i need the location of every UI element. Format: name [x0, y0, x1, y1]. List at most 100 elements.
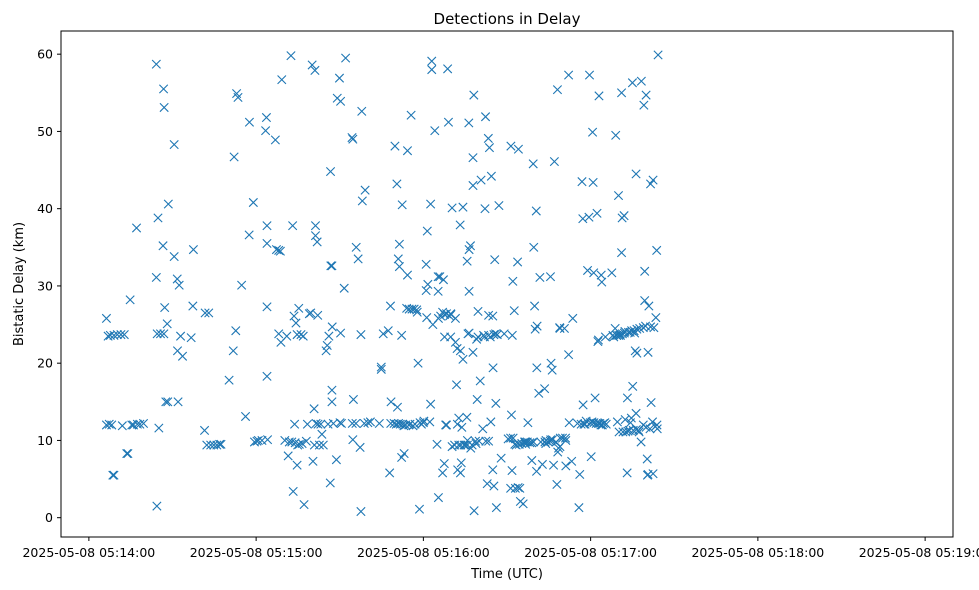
data-point: [151, 59, 161, 69]
data-point: [224, 375, 234, 385]
data-point: [523, 418, 533, 428]
data-point: [535, 272, 545, 283]
data-point: [567, 456, 577, 466]
data-point: [325, 478, 335, 488]
data-point: [469, 90, 479, 100]
data-point: [613, 190, 624, 201]
data-point: [426, 199, 436, 209]
data-point: [455, 468, 466, 478]
data-point: [286, 51, 296, 61]
data-point: [455, 220, 465, 230]
data-point: [289, 311, 299, 321]
data-point: [464, 118, 474, 128]
data-point: [160, 302, 170, 313]
data-point: [648, 175, 658, 185]
y-axis-label: Bistatic Delay (km): [12, 222, 27, 346]
data-point: [151, 272, 161, 283]
data-point: [402, 146, 413, 156]
data-point: [607, 268, 617, 278]
data-point: [336, 418, 347, 429]
data-point: [427, 65, 437, 75]
data-point: [248, 197, 258, 208]
data-point: [506, 483, 516, 493]
data-point: [468, 153, 478, 163]
data-point: [462, 412, 472, 422]
data-point: [531, 466, 542, 476]
data-point: [326, 261, 336, 271]
data-point: [443, 64, 453, 74]
data-point: [458, 202, 468, 212]
y-tick-label: 20: [37, 356, 53, 371]
data-point: [291, 318, 301, 328]
data-point: [135, 419, 145, 429]
data-point: [491, 503, 501, 513]
data-point: [385, 301, 396, 311]
data-point: [292, 330, 302, 340]
data-point: [397, 330, 407, 340]
data-point: [231, 326, 241, 336]
data-point: [468, 180, 478, 191]
data-point: [528, 159, 538, 169]
data-point: [507, 465, 517, 476]
data-point: [494, 201, 504, 211]
data-point: [376, 362, 386, 372]
data-point: [545, 272, 556, 282]
data-point: [274, 329, 284, 339]
data-point: [472, 394, 482, 405]
data-point: [564, 70, 574, 80]
data-point: [456, 440, 466, 450]
data-point: [459, 440, 469, 450]
data-point: [594, 91, 604, 101]
data-point: [464, 286, 474, 296]
data-point: [432, 439, 442, 449]
data-point: [172, 274, 182, 284]
data-point: [488, 363, 498, 373]
data-point: [508, 276, 518, 286]
data-point: [587, 127, 598, 137]
data-point: [472, 334, 482, 344]
data-point: [474, 436, 484, 446]
data-point: [450, 337, 461, 347]
data-point: [394, 239, 404, 249]
data-point: [635, 323, 645, 334]
data-point: [536, 437, 546, 447]
data-point: [564, 418, 574, 428]
data-point: [154, 423, 164, 433]
data-point: [577, 177, 587, 187]
data-point: [383, 326, 393, 336]
data-point: [441, 420, 451, 430]
data-point: [262, 371, 272, 381]
data-point: [532, 321, 542, 331]
data-point: [152, 329, 162, 339]
data-point: [600, 332, 610, 342]
x-tick-label: 2025-05-08 05:17:00: [524, 545, 657, 560]
data-point: [430, 126, 440, 136]
data-point: [229, 152, 239, 162]
data-point: [496, 453, 506, 463]
data-point: [620, 414, 630, 425]
y-tick-label: 10: [37, 433, 53, 448]
data-point: [574, 503, 584, 513]
data-point: [413, 358, 423, 368]
data-point: [553, 447, 563, 457]
data-point: [306, 308, 316, 318]
data-point: [270, 135, 280, 145]
data-point: [108, 470, 118, 480]
data-point: [237, 280, 247, 290]
data-point: [476, 175, 486, 185]
data-point: [450, 313, 461, 323]
data-point: [454, 413, 464, 423]
data-point: [199, 425, 210, 435]
data-point: [597, 277, 607, 287]
data-point: [645, 424, 655, 434]
data-point: [447, 203, 457, 213]
data-point: [578, 214, 588, 224]
data-point: [627, 78, 638, 88]
data-point: [310, 65, 320, 75]
data-point: [200, 308, 210, 318]
data-point: [116, 330, 126, 340]
data-point: [616, 88, 627, 98]
data-point: [321, 346, 331, 356]
data-point: [421, 259, 431, 269]
data-point: [451, 380, 462, 390]
